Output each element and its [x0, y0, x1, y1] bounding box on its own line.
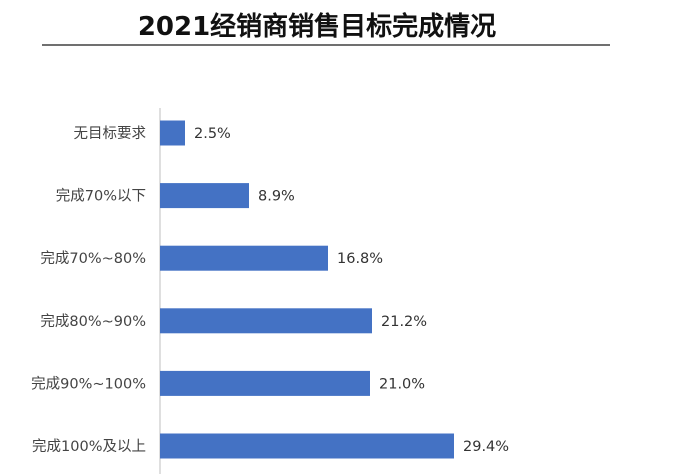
category-label-5: 完成90%~100% [31, 375, 146, 392]
value-label-3: 16.8% [337, 251, 383, 267]
value-label-5: 21.0% [379, 376, 425, 392]
value-label-2: 8.9% [258, 189, 295, 205]
bars [160, 120, 454, 459]
category-label-6: 完成100%及以上 [32, 438, 146, 455]
bar-5 [160, 370, 370, 396]
value-label-4: 21.2% [381, 314, 427, 330]
category-label-1: 无目标要求 [74, 125, 147, 142]
chart-title: 2021经销商销售目标完成情况 [138, 11, 496, 42]
category-label-3: 完成70%~80% [40, 250, 146, 267]
value-labels: 2.5% 8.9% 16.8% 21.2% 21.0% 29.4% [194, 126, 509, 455]
bar-2 [160, 183, 249, 209]
value-label-1: 2.5% [194, 126, 231, 142]
bar-4 [160, 308, 372, 334]
bar-1 [160, 120, 185, 146]
bar-3 [160, 245, 328, 271]
category-label-2: 完成70%以下 [56, 188, 146, 205]
category-label-4: 完成80%~90% [40, 313, 146, 330]
bar-6 [160, 433, 454, 459]
value-label-6: 29.4% [463, 439, 509, 455]
